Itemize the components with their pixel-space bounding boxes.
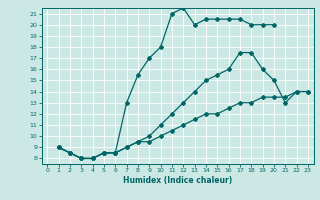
X-axis label: Humidex (Indice chaleur): Humidex (Indice chaleur): [123, 176, 232, 185]
